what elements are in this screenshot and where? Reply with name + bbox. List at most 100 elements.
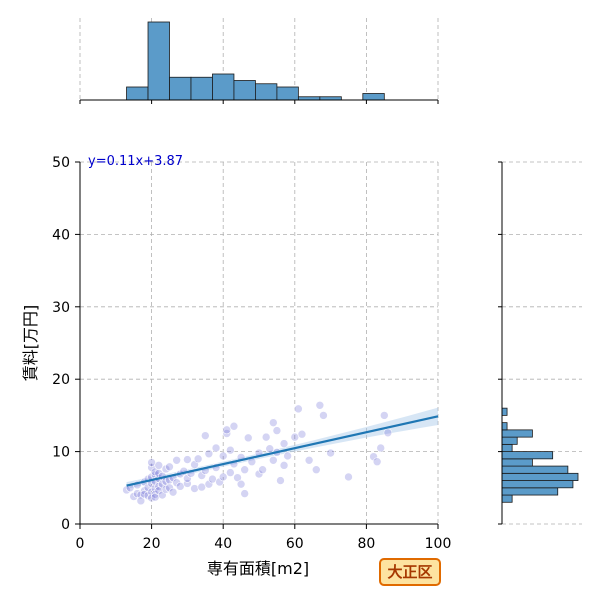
scatter-point: [208, 474, 217, 484]
right-histogram-bar: [501, 407, 508, 416]
scatter-point: [222, 425, 232, 435]
y-tick-label: 30: [52, 300, 70, 316]
scatter-point: [218, 451, 228, 461]
top-histogram-bar: [233, 80, 256, 101]
scatter-point: [226, 445, 235, 455]
scatter-point: [175, 482, 185, 491]
top-histogram-bar: [147, 21, 170, 101]
y-tick-label: 0: [61, 517, 70, 533]
district-badge: 大正区: [379, 558, 441, 586]
scatter-point: [254, 469, 264, 479]
axes: 0 20 40 60 80 100 0 10 20 30 40 50: [52, 155, 451, 552]
scatter-point: [344, 472, 353, 482]
scatter-point: [129, 492, 138, 501]
scatter-point: [326, 448, 335, 458]
scatter-points: [122, 400, 393, 506]
x-tick-label: 20: [143, 536, 161, 552]
top-histogram: [79, 18, 439, 104]
y-axis-label: 賃料[万円]: [21, 305, 40, 382]
right-histogram-bar: [501, 458, 533, 467]
top-histogram-bar: [276, 86, 299, 101]
scatter-point: [140, 486, 149, 495]
y-tick-label: 40: [52, 227, 70, 243]
scatter-point: [147, 458, 156, 467]
scatter-point: [261, 432, 271, 442]
scatter-point: [154, 486, 164, 495]
scatter-point: [147, 493, 156, 503]
scatter-point: [229, 421, 239, 431]
scatter-point: [204, 449, 214, 459]
right-histogram-bar: [501, 451, 554, 460]
scatter-point: [236, 479, 246, 489]
scatter-point: [201, 431, 210, 440]
scatter-point: [218, 472, 228, 482]
scatter-point: [165, 462, 174, 472]
scatter-point: [143, 483, 153, 493]
right-histogram-bar: [501, 487, 559, 496]
right-histogram-bar: [501, 465, 569, 474]
scatter-point: [315, 400, 325, 410]
scatter-point: [379, 411, 389, 420]
scatter-point: [294, 404, 303, 414]
top-histogram-bar: [255, 83, 278, 101]
scatter-point: [215, 477, 224, 487]
scatter-point: [165, 483, 174, 493]
scatter-point: [183, 474, 192, 483]
scatter-point: [258, 465, 267, 475]
scatter-point: [150, 492, 160, 502]
scatter-point: [272, 426, 282, 435]
scatter-point: [311, 465, 321, 475]
top-histogram-bar: [169, 76, 192, 101]
scatter-point: [243, 433, 253, 443]
right-histogram-bar: [501, 443, 513, 452]
x-tick-label: 0: [76, 536, 85, 552]
scatter-point: [204, 479, 214, 489]
scatter-point: [240, 489, 249, 498]
y-tick-label: 50: [52, 155, 70, 171]
regression-equation: y=0.11x+3.87: [88, 154, 183, 169]
scatter-point: [276, 476, 285, 485]
x-tick-label: 80: [357, 536, 375, 552]
top-histogram-bar: [126, 86, 149, 101]
scatter-point: [265, 444, 275, 454]
right-histogram-bar: [501, 422, 508, 431]
scatter-point: [183, 479, 192, 488]
scatter-point: [168, 487, 178, 497]
scatter-point: [279, 439, 289, 448]
scatter-point: [269, 418, 278, 427]
scatter-point: [279, 461, 289, 470]
scatter-point: [197, 482, 207, 492]
scatter-point: [290, 432, 300, 442]
scatter-point: [193, 454, 203, 464]
scatter-point: [240, 465, 249, 475]
scatter-point: [147, 463, 156, 472]
scatter-point: [297, 429, 307, 439]
y-tick-label: 10: [52, 445, 70, 461]
x-tick-label: 40: [214, 536, 232, 552]
scatter-point: [376, 443, 386, 453]
right-histogram-bar: [501, 429, 533, 438]
scatter-point: [283, 451, 292, 461]
top-histogram-bar: [362, 93, 385, 101]
right-histogram-bar: [501, 436, 518, 445]
scatter-point: [383, 428, 393, 438]
right-histogram-bar: [501, 494, 513, 503]
x-tick-label: 60: [286, 536, 304, 552]
scatter-point: [150, 490, 160, 499]
x-axis-label: 専有面積[m2]: [207, 559, 309, 578]
scatter-point: [190, 484, 199, 493]
scatter-point: [269, 455, 278, 465]
scatter-point: [211, 443, 221, 453]
scatter-point: [233, 473, 242, 482]
scatter-point: [183, 455, 192, 464]
scatter-point: [197, 471, 207, 480]
y-tick-label: 20: [52, 372, 70, 388]
scatter-point: [222, 429, 232, 438]
x-tick-label: 100: [425, 536, 452, 552]
scatter-point: [226, 468, 235, 477]
right-histogram: [498, 161, 582, 525]
scatter-point: [136, 496, 146, 506]
regression-line-group: [126, 415, 439, 487]
right-histogram-bar: [501, 472, 579, 481]
